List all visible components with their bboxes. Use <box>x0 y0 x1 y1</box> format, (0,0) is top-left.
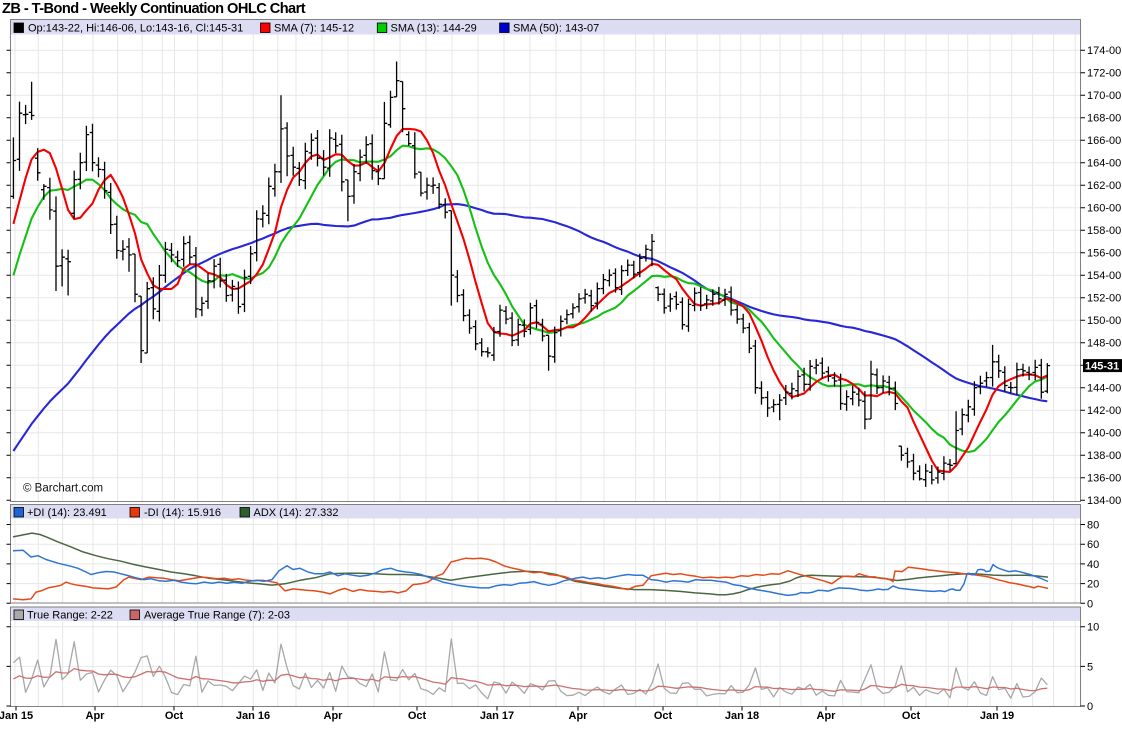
svg-text:158-00: 158-00 <box>1087 225 1121 237</box>
svg-text:Jan 16: Jan 16 <box>236 710 270 722</box>
svg-text:174-00: 174-00 <box>1087 45 1121 57</box>
svg-text:Jan 15: Jan 15 <box>0 710 33 722</box>
svg-text:Average True Range (7): 2-03: Average True Range (7): 2-03 <box>144 610 290 622</box>
svg-text:40: 40 <box>1087 559 1099 571</box>
svg-text:144-00: 144-00 <box>1087 383 1121 395</box>
svg-text:150-00: 150-00 <box>1087 315 1121 327</box>
svg-text:© Barchart.com: © Barchart.com <box>23 483 103 495</box>
svg-text:134-00: 134-00 <box>1087 495 1121 507</box>
svg-text:142-00: 142-00 <box>1087 405 1121 417</box>
svg-text:170-00: 170-00 <box>1087 90 1121 102</box>
svg-text:0: 0 <box>1087 598 1093 610</box>
svg-text:Apr: Apr <box>86 710 106 722</box>
svg-text:Apr: Apr <box>324 710 344 722</box>
svg-text:154-00: 154-00 <box>1087 270 1121 282</box>
svg-text:166-00: 166-00 <box>1087 135 1121 147</box>
svg-text:20: 20 <box>1087 579 1099 591</box>
svg-text:168-00: 168-00 <box>1087 113 1121 125</box>
svg-text:Apr: Apr <box>817 710 837 722</box>
svg-text:156-00: 156-00 <box>1087 248 1121 260</box>
svg-text:138-00: 138-00 <box>1087 450 1121 462</box>
svg-text:162-00: 162-00 <box>1087 180 1121 192</box>
svg-text:10: 10 <box>1087 622 1099 634</box>
svg-text:SMA (13): 144-29: SMA (13): 144-29 <box>391 23 477 35</box>
svg-text:60: 60 <box>1087 539 1099 551</box>
svg-text:80: 80 <box>1087 520 1099 532</box>
svg-text:152-00: 152-00 <box>1087 293 1121 305</box>
svg-text:ADX (14): 27.332: ADX (14): 27.332 <box>254 507 339 519</box>
svg-text:Jan 19: Jan 19 <box>980 710 1014 722</box>
svg-text:Jan 17: Jan 17 <box>480 710 514 722</box>
svg-text:136-00: 136-00 <box>1087 473 1121 485</box>
svg-text:140-00: 140-00 <box>1087 428 1121 440</box>
svg-text:+DI (14): 23.491: +DI (14): 23.491 <box>27 507 107 519</box>
svg-text:Oct: Oct <box>165 710 184 722</box>
svg-text:5: 5 <box>1087 661 1093 673</box>
svg-text:148-00: 148-00 <box>1087 338 1121 350</box>
svg-text:ZB - T-Bond - Weekly Continuat: ZB - T-Bond - Weekly Continuation OHLC C… <box>2 1 306 17</box>
svg-text:Apr: Apr <box>569 710 589 722</box>
svg-text:145-31: 145-31 <box>1085 361 1119 373</box>
svg-text:172-00: 172-00 <box>1087 68 1121 80</box>
svg-text:Jan 18: Jan 18 <box>725 710 759 722</box>
svg-text:0: 0 <box>1087 701 1093 713</box>
svg-text:Oct: Oct <box>408 710 427 722</box>
svg-text:Oct: Oct <box>902 710 921 722</box>
svg-text:164-00: 164-00 <box>1087 158 1121 170</box>
svg-text:Oct: Oct <box>654 710 673 722</box>
svg-text:160-00: 160-00 <box>1087 203 1121 215</box>
svg-text:Op:143-22, Hi:146-06, Lo:143-1: Op:143-22, Hi:146-06, Lo:143-16, Cl:145-… <box>28 23 243 35</box>
svg-text:SMA (7): 145-12: SMA (7): 145-12 <box>274 23 354 35</box>
svg-text:-DI (14): 15.916: -DI (14): 15.916 <box>144 507 221 519</box>
svg-text:SMA (50): 143-07: SMA (50): 143-07 <box>513 23 599 35</box>
svg-text:True Range: 2-22: True Range: 2-22 <box>27 610 113 622</box>
